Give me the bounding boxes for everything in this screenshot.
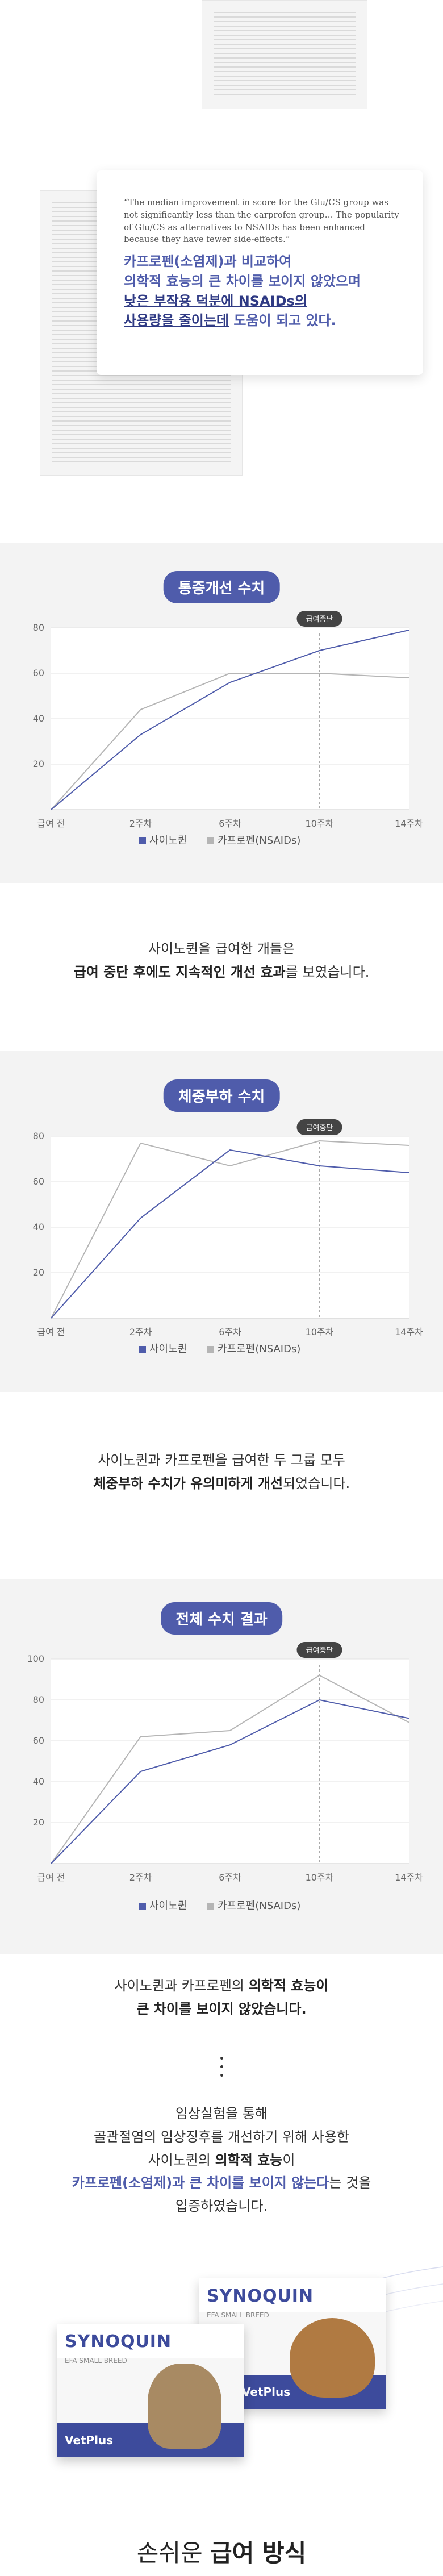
y-tick-label: 80 [33,1131,44,1141]
legend-label: 카프로펜(NSAIDs) [218,1343,300,1355]
legend-label: 사이노퀸 [149,835,187,847]
y-tick-label: 40 [33,1776,44,1787]
tooltip-label: 급여중단 [306,1647,333,1655]
legend-swatch [207,1346,214,1353]
legend-swatch [139,837,146,844]
footer-heading: 손쉬운 급여 방식 [136,2539,307,2567]
product-brand-large: SYNOQUIN [207,2286,314,2306]
quote-card: “The median improvement in score for the… [97,170,423,375]
x-tick-label: 10주차 [306,1327,334,1337]
dog-terrier-image [148,2364,222,2449]
tooltip-label: 급여중단 [306,615,333,624]
x-tick-label: 급여 전 [37,1327,65,1337]
quote-english: “The median improvement in score for the… [124,197,399,245]
dots-separator [219,2057,224,2077]
conclusion-text: 임상실험을 통해 골관절염의 임상징후를 개선하기 위해 사용한 사이노퀸의 의… [72,2106,371,2215]
series-line [51,1140,409,1319]
quote-korean: 카프로펜(소염제)과 비교하여 의학적 효능의 큰 차이를 보이지 않았으며 낮… [124,253,361,329]
y-tick-label: 20 [33,1817,44,1828]
chart-title-weight: 체중부하 수치 [163,1079,280,1112]
tooltip-bubble [296,1119,342,1135]
legend-label: 카프로펜(NSAIDs) [218,1900,300,1912]
chart-desc-weight: 사이노퀸과 카프로펜을 급여한 두 그룹 모두 체중부하 수치가 유의미하게 개… [93,1452,350,1491]
series-line [51,1699,409,1864]
y-tick-label: 20 [33,758,44,769]
chart-title-overall: 전체 수치 결과 [161,1602,282,1635]
x-tick-label: 급여 전 [37,1872,65,1883]
x-tick-label: 2주차 [129,1872,152,1883]
x-tick-label: 14주차 [395,1872,423,1883]
x-tick-label: 2주차 [129,1327,152,1337]
y-tick-label: 40 [33,713,44,724]
tooltip-label: 급여중단 [306,1124,333,1132]
legend-swatch [139,1903,146,1910]
x-tick-label: 2주차 [129,818,152,829]
product-box-small: SYNOQUIN EFA SMALL BREED VetPlus [57,2324,244,2457]
x-tick-label: 14주차 [395,1327,423,1337]
plot-area [51,1659,409,1864]
x-tick-label: 14주차 [395,818,423,829]
y-tick-label: 60 [33,1176,44,1187]
dog-sheltie-image [290,2318,375,2398]
y-tick-label: 80 [33,1694,44,1705]
product-sub-large: EFA SMALL BREED [207,2311,269,2319]
legend-swatch [207,837,214,844]
chart-title-pain: 통증개선 수치 [163,571,280,603]
legend-swatch [139,1346,146,1353]
x-tick-label: 6주차 [219,818,241,829]
series-line [51,1674,409,1864]
y-tick-label: 60 [33,668,44,678]
tooltip-bubble [296,1642,342,1658]
x-tick-label: 급여 전 [37,818,65,829]
series-line [51,673,409,810]
y-tick-label: 80 [33,622,44,633]
x-tick-label: 10주차 [306,1872,334,1883]
x-tick-label: 10주차 [306,818,334,829]
series-line [51,1149,409,1319]
stop-marker-tooltip: 급여중단 [296,1119,342,1135]
stop-marker-tooltip: 급여중단 [296,1642,342,1658]
x-tick-label: 6주차 [219,1327,241,1337]
y-tick-label: 40 [33,1222,44,1232]
legend-label: 사이노퀸 [149,1343,187,1355]
product-maker-large: VetPlus [242,2385,291,2399]
paper-image-top [202,0,367,109]
y-tick-label: 60 [33,1735,44,1746]
x-tick-label: 6주차 [219,1872,241,1883]
product-brand-small: SYNOQUIN [65,2332,172,2352]
chart-panel-overall: 전체 수치 결과 20 40 60 80 100 급여 전 2주차 6주차 10주차 14주차 급여… [0,1579,443,1954]
product-sub-small: EFA SMALL BREED [65,2357,127,2365]
tooltip-bubble [296,611,342,627]
legend-label: 사이노퀸 [149,1900,187,1912]
chart-desc-pain: 사이노퀸을 급여한 개들은 급여 중단 후에도 지속적인 개선 효과를 보였습니… [73,941,370,980]
chart-desc-overall: 사이노퀸과 카프로펜의 의학적 효능이 큰 차이를 보이지 않았습니다. [114,1978,329,2017]
y-tick-label: 20 [33,1267,44,1278]
legend-swatch [207,1903,214,1910]
legend-label: 카프로펜(NSAIDs) [218,835,300,847]
y-tick-label: 100 [27,1653,44,1664]
product-maker-small: VetPlus [65,2433,114,2447]
series-line [51,630,409,810]
stop-marker-tooltip: 급여중단 [296,611,342,627]
